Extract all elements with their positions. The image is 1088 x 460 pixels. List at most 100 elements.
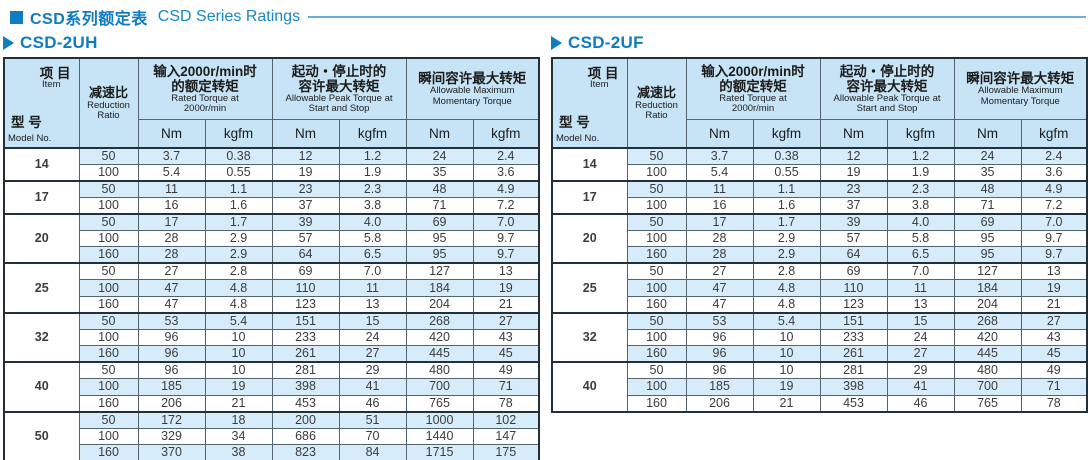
table-row: 17 50 11 1.1 23 2.3 48 4.9	[551, 180, 1088, 215]
value-cell: 1.6	[204, 197, 273, 215]
table-row: 160 28 2.9 64 6.5 95 9.7	[4, 246, 540, 264]
value-cell: 78	[472, 394, 540, 413]
value-cell: 15	[338, 311, 407, 330]
value-cell: 370	[137, 443, 206, 460]
value-cell: 69	[271, 262, 340, 281]
column-group-header-2: 瞬间容许最大转矩 Allowable Maximum Momentary Torqu…	[953, 57, 1088, 120]
value-cell: 2.8	[752, 262, 821, 281]
group-label-zh: 的额定转矩	[719, 78, 787, 94]
csd-2uh-title: CSD-2UH	[3, 32, 540, 53]
value-cell: 4.0	[338, 213, 407, 231]
value-cell: 78	[1020, 394, 1088, 413]
value-cell: 10	[204, 361, 273, 380]
ratio-cell-value: 50	[626, 262, 687, 281]
value-cell: 17	[685, 213, 754, 231]
value-cell: 5.4	[137, 164, 206, 182]
unit-header: kgfm	[338, 119, 407, 149]
ratio-cell-value: 50	[78, 410, 139, 429]
value-cell: 96	[685, 361, 754, 380]
model-cell: 20	[551, 212, 628, 264]
item-label-zh: 项 目	[39, 66, 71, 81]
value-cell: 445	[953, 345, 1022, 363]
value-cell: 46	[338, 394, 407, 413]
model-cell: 25	[551, 262, 628, 314]
group-label-en: 2000r/min	[731, 103, 775, 114]
table-header: 项 目 Item 型 号 Model No. 减速比 Reduction Ratio 输入20…	[3, 57, 540, 149]
value-cell: 0.55	[204, 164, 273, 182]
group-label-en: Start and Stop	[308, 103, 370, 114]
group-label-en: Rated Torque at	[719, 92, 787, 104]
value-cell: 1715	[405, 443, 474, 460]
column-group-header-0: 输入2000r/min时 的额定转矩 Rated Torque at 2000r/mi…	[137, 57, 273, 120]
value-cell: 15	[886, 311, 955, 330]
value-cell: 5.4	[752, 311, 821, 330]
group-label-en: Start and Stop	[856, 103, 918, 114]
page-title-en: CSD Series Ratings	[157, 8, 301, 25]
unit-header: kgfm	[472, 119, 540, 149]
value-cell: 18	[204, 410, 273, 429]
unit-header: Nm	[685, 119, 754, 149]
table-row: 160 96 10 261 27 445 45	[4, 345, 540, 363]
value-cell: 49	[472, 361, 540, 380]
value-cell: 28	[685, 246, 754, 264]
group-label-zh: 的额定转矩	[171, 78, 239, 94]
value-cell: 2.4	[472, 147, 540, 165]
value-cell: 41	[886, 378, 955, 396]
table-row: 32 50 53 5.4 151 15 268 27	[551, 311, 1088, 363]
table-row: 100 16 1.6 37 3.8 71 7.2	[4, 197, 540, 215]
value-cell: 71	[953, 197, 1022, 215]
table-row: 100 185 19 398 41 700 71	[4, 378, 540, 396]
value-cell: 28	[685, 229, 754, 248]
value-cell: 24	[405, 147, 474, 165]
value-cell: 3.6	[472, 164, 540, 182]
value-cell: 147	[472, 427, 540, 445]
model-cell: 20	[3, 212, 80, 264]
table-row: 14 50 3.7 0.38 12 1.2 24 2.4	[3, 147, 540, 182]
header-row-groups: 项 目 Item 型 号 Model No. 减速比 Reduction Ratio 输入20…	[3, 57, 540, 149]
value-cell: 24	[338, 328, 407, 347]
value-cell: 57	[819, 229, 888, 248]
value-cell: 3.8	[338, 197, 407, 215]
item-label-en: Item	[42, 79, 61, 90]
value-cell: 200	[271, 410, 340, 429]
value-cell: 398	[271, 378, 340, 396]
value-cell: 96	[137, 345, 206, 363]
table-row: 14 50 3.7 0.38 12 1.2 24 2.4	[551, 147, 1088, 182]
value-cell: 21	[1020, 295, 1088, 314]
ratio-cell-value: 160	[78, 394, 139, 413]
table-row: 100 329 34 686 70 1440 147	[4, 427, 540, 445]
value-cell: 47	[137, 295, 206, 314]
table-row: 100 47 4.8 110 11 184 19	[4, 279, 540, 297]
value-cell: 2.9	[204, 229, 273, 248]
value-cell: 11	[137, 180, 206, 198]
value-cell: 96	[137, 328, 206, 347]
value-cell: 9.7	[1020, 229, 1088, 248]
value-cell: 69	[405, 213, 474, 231]
value-cell: 51	[338, 410, 407, 429]
value-cell: 29	[338, 361, 407, 380]
value-cell: 11	[886, 279, 955, 297]
group-label-en: Allowable Peak Torque at	[285, 92, 393, 104]
value-cell: 175	[472, 443, 540, 460]
table-row: 160 28 2.9 64 6.5 95 9.7	[552, 246, 1088, 264]
unit-header: kgfm	[204, 119, 273, 149]
value-cell: 10	[752, 328, 821, 347]
value-cell: 28	[137, 229, 206, 248]
value-cell: 3.7	[685, 147, 754, 165]
value-cell: 2.9	[204, 246, 273, 264]
model-cell: 50	[3, 410, 80, 460]
value-cell: 96	[685, 345, 754, 363]
ratio-cell-value: 100	[78, 328, 139, 347]
ratio-cell-value: 160	[626, 394, 687, 413]
value-cell: 96	[137, 361, 206, 380]
value-cell: 13	[886, 295, 955, 314]
value-cell: 1440	[405, 427, 474, 445]
table-row: 40 50 96 10 281 29 480 49	[3, 361, 540, 413]
value-cell: 4.8	[204, 279, 273, 297]
value-cell: 3.8	[886, 197, 955, 215]
value-cell: 5.8	[338, 229, 407, 248]
csd-2uf-title: CSD-2UF	[551, 32, 1088, 53]
value-cell: 3.6	[1020, 164, 1088, 182]
table-name: CSD-2UH	[20, 32, 98, 52]
value-cell: 35	[405, 164, 474, 182]
